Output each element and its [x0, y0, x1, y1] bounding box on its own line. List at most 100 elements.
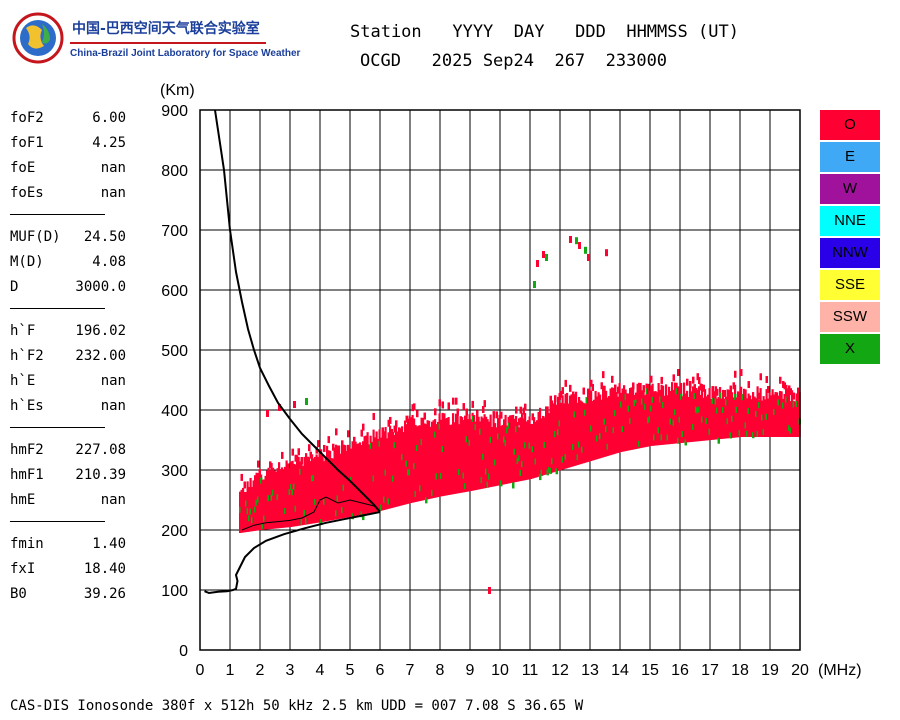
x-echo-mark [650, 405, 653, 412]
o-echo-column [561, 395, 564, 470]
o-echo-column [749, 395, 752, 437]
x-echo-mark [669, 418, 672, 425]
o-echo-column [246, 481, 249, 532]
param-value: nan [100, 492, 126, 508]
x-echo-mark [614, 410, 617, 417]
o-echo-column [773, 396, 776, 437]
param-label: foF1 [10, 135, 44, 151]
legend-item: X [820, 334, 880, 364]
x-echo-mark [677, 437, 680, 444]
o-echo-mark [381, 427, 384, 435]
o-echo-column [360, 444, 363, 515]
x-echo-mark [300, 518, 303, 525]
o-echo-mark [476, 410, 479, 418]
o-echo-column [530, 423, 533, 479]
o-echo-column [317, 456, 320, 523]
y-tick-label: 300 [161, 463, 188, 480]
x-echo-mark [465, 436, 468, 443]
legend-item: NNW [820, 238, 880, 268]
x-echo-mark [644, 403, 647, 410]
x-echo-mark [528, 442, 531, 449]
param-value: 39.26 [83, 586, 126, 602]
o-echo-column [729, 392, 732, 439]
o-echo-column [479, 421, 482, 490]
o-echo-mark [789, 388, 792, 396]
y-tick-label: 0 [179, 643, 188, 660]
x-echo-mark [497, 433, 500, 440]
o-echo-mark [521, 413, 524, 421]
x-echo-mark [575, 237, 578, 245]
o-echo-mark [395, 420, 398, 428]
o-echo-column [284, 466, 287, 528]
o-echo-column [618, 383, 621, 453]
x-echo-mark [596, 435, 599, 442]
o-echo-mark [696, 373, 699, 381]
o-echo-column [515, 416, 518, 482]
o-echo-column [698, 386, 701, 442]
x-echo-mark [512, 482, 515, 489]
o-echo-column [599, 394, 602, 459]
param-row: foE nan [10, 158, 140, 183]
o-echo-column [768, 392, 771, 437]
o-echo-column [723, 398, 726, 439]
o-echo-column [533, 417, 536, 479]
o-echo-column [609, 388, 612, 456]
o-echo-mark [561, 387, 564, 395]
o-echo-mark [587, 254, 590, 261]
x-echo-mark [789, 427, 792, 434]
o-echo-mark [614, 384, 617, 392]
x-echo-mark [489, 436, 492, 443]
o-echo-column [420, 417, 423, 501]
x-echo-mark [408, 469, 411, 476]
param-row: fmin 1.40 [10, 534, 140, 559]
o-echo-column [314, 456, 317, 524]
o-echo-mark [590, 379, 593, 387]
o-echo-mark [653, 391, 656, 399]
o-echo-column [746, 398, 749, 437]
o-echo-column [303, 456, 306, 525]
o-echo-mark [759, 373, 762, 381]
o-echo-mark [632, 382, 635, 390]
o-echo-mark [387, 419, 390, 427]
o-echo-mark [353, 436, 356, 444]
o-echo-column [386, 438, 389, 510]
o-echo-column [362, 441, 365, 515]
o-echo-mark [785, 384, 788, 392]
param-row: h`E nan [10, 371, 140, 396]
x-echo-mark [624, 394, 627, 401]
x-echo-mark [674, 409, 677, 416]
o-echo-column [779, 390, 782, 437]
x-echo-mark [659, 396, 662, 403]
x-echo-mark [599, 433, 602, 440]
x-echo-mark [515, 426, 518, 433]
o-echo-column [576, 404, 579, 466]
param-label: B0 [10, 586, 27, 602]
x-echo-mark [239, 506, 242, 513]
o-echo-column [680, 382, 683, 443]
o-echo-column [378, 429, 381, 512]
o-echo-column [285, 460, 288, 528]
o-echo-column [762, 396, 765, 437]
o-echo-column [456, 411, 459, 494]
o-echo-column [525, 426, 528, 480]
o-echo-mark [488, 587, 491, 594]
x-tick-label: 1 [226, 662, 235, 679]
o-echo-column [489, 414, 492, 488]
o-echo-column [737, 391, 740, 438]
param-value: 232.00 [75, 348, 126, 364]
o-echo-column [636, 383, 639, 449]
o-echo-column [651, 383, 654, 446]
o-echo-column [756, 386, 759, 437]
o-echo-column [545, 406, 548, 475]
o-echo-column [770, 395, 773, 437]
legend-item: O [820, 110, 880, 140]
o-echo-column [305, 453, 308, 525]
o-echo-column [789, 401, 792, 437]
o-echo-column [438, 413, 441, 497]
o-echo-column [585, 397, 588, 463]
o-echo-column [617, 396, 620, 453]
x-echo-mark [684, 439, 687, 446]
x-echo-mark [245, 500, 248, 507]
o-echo-column [539, 407, 542, 477]
o-echo-mark [702, 384, 705, 392]
